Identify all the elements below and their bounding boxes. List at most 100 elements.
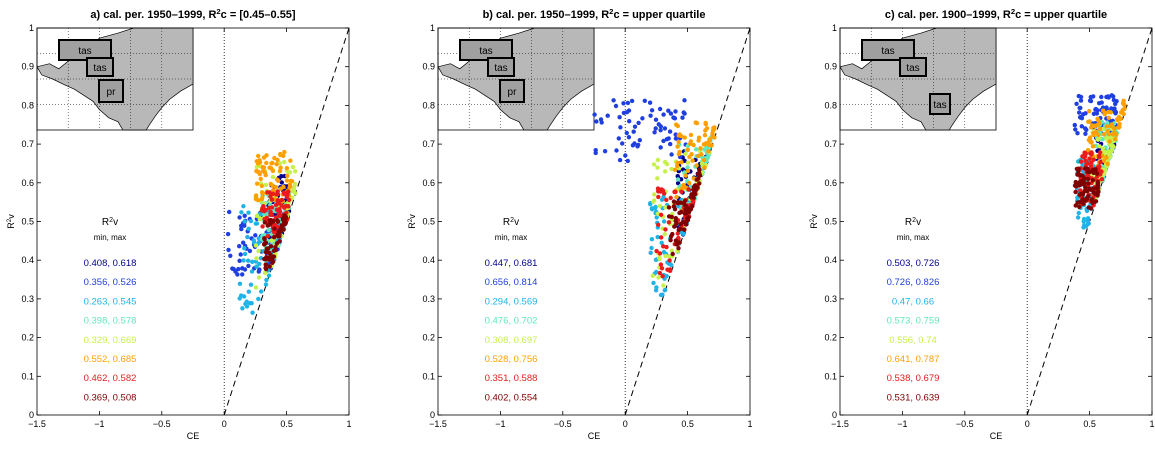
data-point-series-5 xyxy=(655,176,660,181)
data-point-series-6 xyxy=(711,134,716,139)
data-point-series-6 xyxy=(701,157,707,163)
data-point-series-5 xyxy=(683,151,688,157)
data-point-series-8 xyxy=(266,255,271,261)
region-label: tas xyxy=(93,63,106,74)
data-point-series-8 xyxy=(1093,167,1098,172)
data-point-series-2 xyxy=(673,136,679,141)
data-point-series-6 xyxy=(1115,117,1120,123)
data-point-series-2 xyxy=(1111,108,1117,114)
data-point-series-2 xyxy=(681,110,686,115)
data-point-series-6 xyxy=(706,149,711,154)
x-tick-label: −1 xyxy=(94,419,104,429)
data-point-series-6 xyxy=(263,172,268,178)
data-point-series-2 xyxy=(1088,94,1094,100)
legend-range-7: 0.538, 0.679 xyxy=(887,373,940,384)
data-point-series-8 xyxy=(1072,183,1078,188)
data-point-series-7 xyxy=(658,212,664,217)
data-point-series-6 xyxy=(282,149,287,155)
data-point-series-2 xyxy=(237,258,242,263)
data-point-series-7 xyxy=(654,248,659,254)
plot-frame xyxy=(437,27,751,416)
y-tick-label: 0.2 xyxy=(21,333,34,343)
data-point-series-3 xyxy=(679,230,684,235)
data-point-series-5 xyxy=(1100,146,1106,151)
data-point-series-2 xyxy=(240,272,245,277)
data-point-series-7 xyxy=(259,208,265,213)
data-point-series-8 xyxy=(283,220,288,225)
data-point-series-7 xyxy=(667,258,672,263)
y-tick-label: 0.1 xyxy=(824,371,837,381)
data-point-series-2 xyxy=(1083,131,1088,136)
data-point-series-3 xyxy=(242,251,248,257)
x-tick-label: 0 xyxy=(222,419,227,429)
data-point-series-2 xyxy=(227,209,232,215)
region-box xyxy=(861,39,915,61)
data-point-series-2 xyxy=(658,145,663,150)
data-point-series-3 xyxy=(649,237,655,242)
data-point-series-3 xyxy=(241,258,246,263)
legend-range-5: 0.329, 0.669 xyxy=(84,335,137,346)
data-point-series-8 xyxy=(669,214,674,220)
data-point-series-7 xyxy=(656,189,661,194)
panel-a: a) cal. per. 1950–1999, R2c = [0.45–0.55… xyxy=(6,7,352,442)
y-tick-label: 0.8 xyxy=(422,100,435,110)
data-point-series-2 xyxy=(613,103,619,109)
data-point-series-2 xyxy=(671,115,676,120)
data-point-series-3 xyxy=(654,215,659,220)
data-point-series-5 xyxy=(1097,144,1102,149)
data-point-series-5 xyxy=(293,191,298,196)
data-point-series-7 xyxy=(1098,160,1103,165)
data-point-series-6 xyxy=(289,179,295,184)
legend-range-8: 0.531, 0.639 xyxy=(887,392,940,403)
data-point-series-3 xyxy=(244,299,249,304)
data-point-series-6 xyxy=(1087,119,1092,124)
data-point-series-2 xyxy=(616,136,621,141)
data-point-series-5 xyxy=(256,275,262,280)
data-point-series-7 xyxy=(265,233,271,239)
data-point-series-7 xyxy=(1085,173,1091,178)
data-point-series-3 xyxy=(263,282,269,287)
data-point-series-8 xyxy=(271,235,277,240)
y-tick-label: 0.7 xyxy=(21,139,34,149)
data-point-series-8 xyxy=(1085,169,1091,174)
region-box xyxy=(487,57,515,77)
data-point-series-5 xyxy=(282,159,287,165)
data-point-series-5 xyxy=(270,174,276,180)
x-tick-label: 0 xyxy=(623,419,628,429)
data-point-series-6 xyxy=(685,147,691,152)
x-axis-label: CE xyxy=(187,431,200,441)
data-point-series-6 xyxy=(707,138,712,143)
data-point-series-6 xyxy=(693,120,698,125)
region-label: tas xyxy=(906,63,919,74)
data-point-series-6 xyxy=(1106,115,1112,121)
panel-b: b) cal. per. 1950–1999, R2c = upper quar… xyxy=(407,7,753,442)
data-point-series-8 xyxy=(1075,200,1080,205)
data-point-series-7 xyxy=(660,274,665,279)
data-point-series-2 xyxy=(649,108,655,113)
x-tick-label: −1.5 xyxy=(28,419,46,429)
data-point-series-8 xyxy=(274,241,280,246)
data-point-series-8 xyxy=(674,241,680,246)
data-point-series-5 xyxy=(656,275,661,280)
data-point-series-6 xyxy=(672,167,678,172)
data-point-series-7 xyxy=(1097,150,1103,155)
legend-range-2: 0.356, 0.526 xyxy=(84,277,137,288)
data-point-series-3 xyxy=(237,296,242,301)
data-point-series-4 xyxy=(266,227,271,233)
data-point-series-5 xyxy=(293,169,298,174)
data-point-series-7 xyxy=(666,220,672,225)
legend-range-1: 0.447, 0.681 xyxy=(485,258,538,269)
data-point-series-3 xyxy=(659,197,665,202)
data-point-series-3 xyxy=(661,219,667,224)
region-box xyxy=(98,79,124,103)
data-point-series-5 xyxy=(651,162,657,167)
x-tick-label: −1.5 xyxy=(429,419,447,429)
data-point-series-3 xyxy=(241,294,247,299)
data-point-series-2 xyxy=(242,267,248,272)
x-tick-label: 0.5 xyxy=(681,419,694,429)
legend-range-4: 0.573, 0.759 xyxy=(887,316,940,327)
data-point-series-2 xyxy=(658,124,663,129)
data-point-series-2 xyxy=(680,115,685,120)
data-point-series-2 xyxy=(620,141,625,146)
